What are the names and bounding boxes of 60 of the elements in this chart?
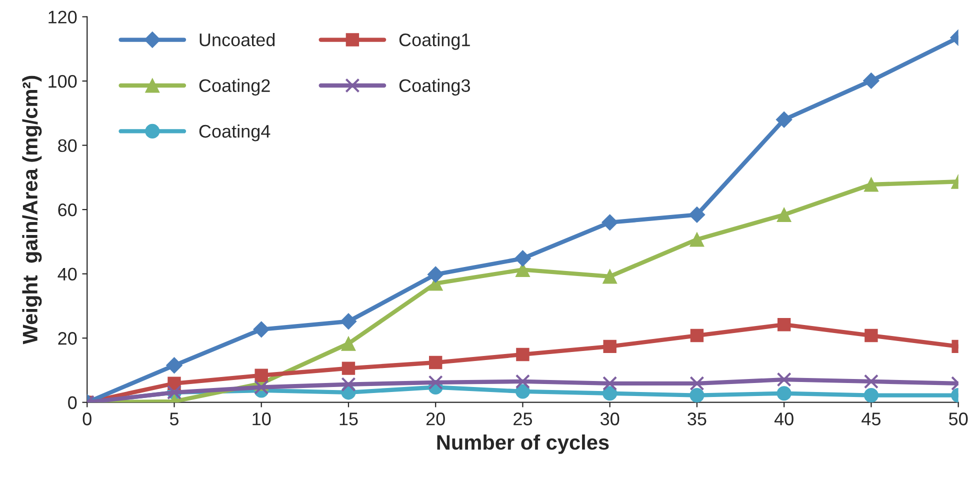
point <box>602 376 618 391</box>
point <box>602 269 618 284</box>
point <box>776 372 792 387</box>
point <box>602 214 618 231</box>
x-tick-label: 20 <box>426 412 445 426</box>
point <box>254 368 268 382</box>
y-tick-label: 120 <box>48 10 77 24</box>
legend-label: Coating2 <box>199 78 270 96</box>
x-tick-label: 15 <box>340 412 358 426</box>
y-tick-label: 60 <box>58 203 77 216</box>
x-tick-label: 25 <box>514 412 532 426</box>
point <box>864 374 878 389</box>
point <box>776 207 792 222</box>
x-tick-label: 30 <box>600 412 620 426</box>
y-tick-label: 40 <box>58 268 77 281</box>
x-tick-label: 50 <box>949 412 968 426</box>
legend-label: Coating3 <box>399 78 470 96</box>
point <box>688 206 706 223</box>
x-tick-label: 45 <box>862 412 880 426</box>
legend-label: Coating1 <box>399 33 470 50</box>
x-tick-label: 0 <box>82 412 92 426</box>
x-tick-label: 10 <box>252 412 271 426</box>
y-tick-label: 80 <box>58 139 77 152</box>
y-tick-label: 20 <box>58 332 77 345</box>
point <box>166 357 182 374</box>
x-tick-label: 40 <box>774 412 794 426</box>
y-axis-title: Weight gain/Area (mg/cm²) <box>22 76 42 344</box>
point <box>777 318 791 332</box>
point <box>254 380 269 395</box>
y-tick-label: 100 <box>48 74 77 88</box>
point <box>515 384 530 399</box>
point <box>341 336 356 351</box>
point <box>603 340 616 354</box>
point <box>253 321 270 338</box>
legend-label: Coating4 <box>199 124 270 142</box>
point <box>429 356 442 370</box>
point <box>340 313 357 330</box>
point <box>690 328 704 342</box>
point <box>428 375 443 390</box>
point <box>514 250 531 267</box>
point <box>341 377 356 392</box>
point <box>690 232 704 247</box>
point <box>427 266 444 283</box>
y-tick-label: 0 <box>68 396 77 410</box>
x-axis-title: Number of cycles <box>437 434 609 454</box>
point <box>864 328 878 342</box>
point <box>515 374 530 389</box>
point <box>690 388 704 402</box>
point <box>864 177 878 192</box>
point <box>516 348 530 362</box>
point <box>776 111 792 128</box>
legend-label: Uncoated <box>200 33 275 46</box>
point <box>864 388 878 402</box>
point <box>776 386 792 401</box>
x-tick-label: 35 <box>688 412 706 426</box>
point <box>862 72 880 89</box>
point <box>342 362 356 375</box>
x-tick-label: 5 <box>170 412 179 426</box>
point <box>602 386 618 401</box>
point <box>690 376 704 391</box>
